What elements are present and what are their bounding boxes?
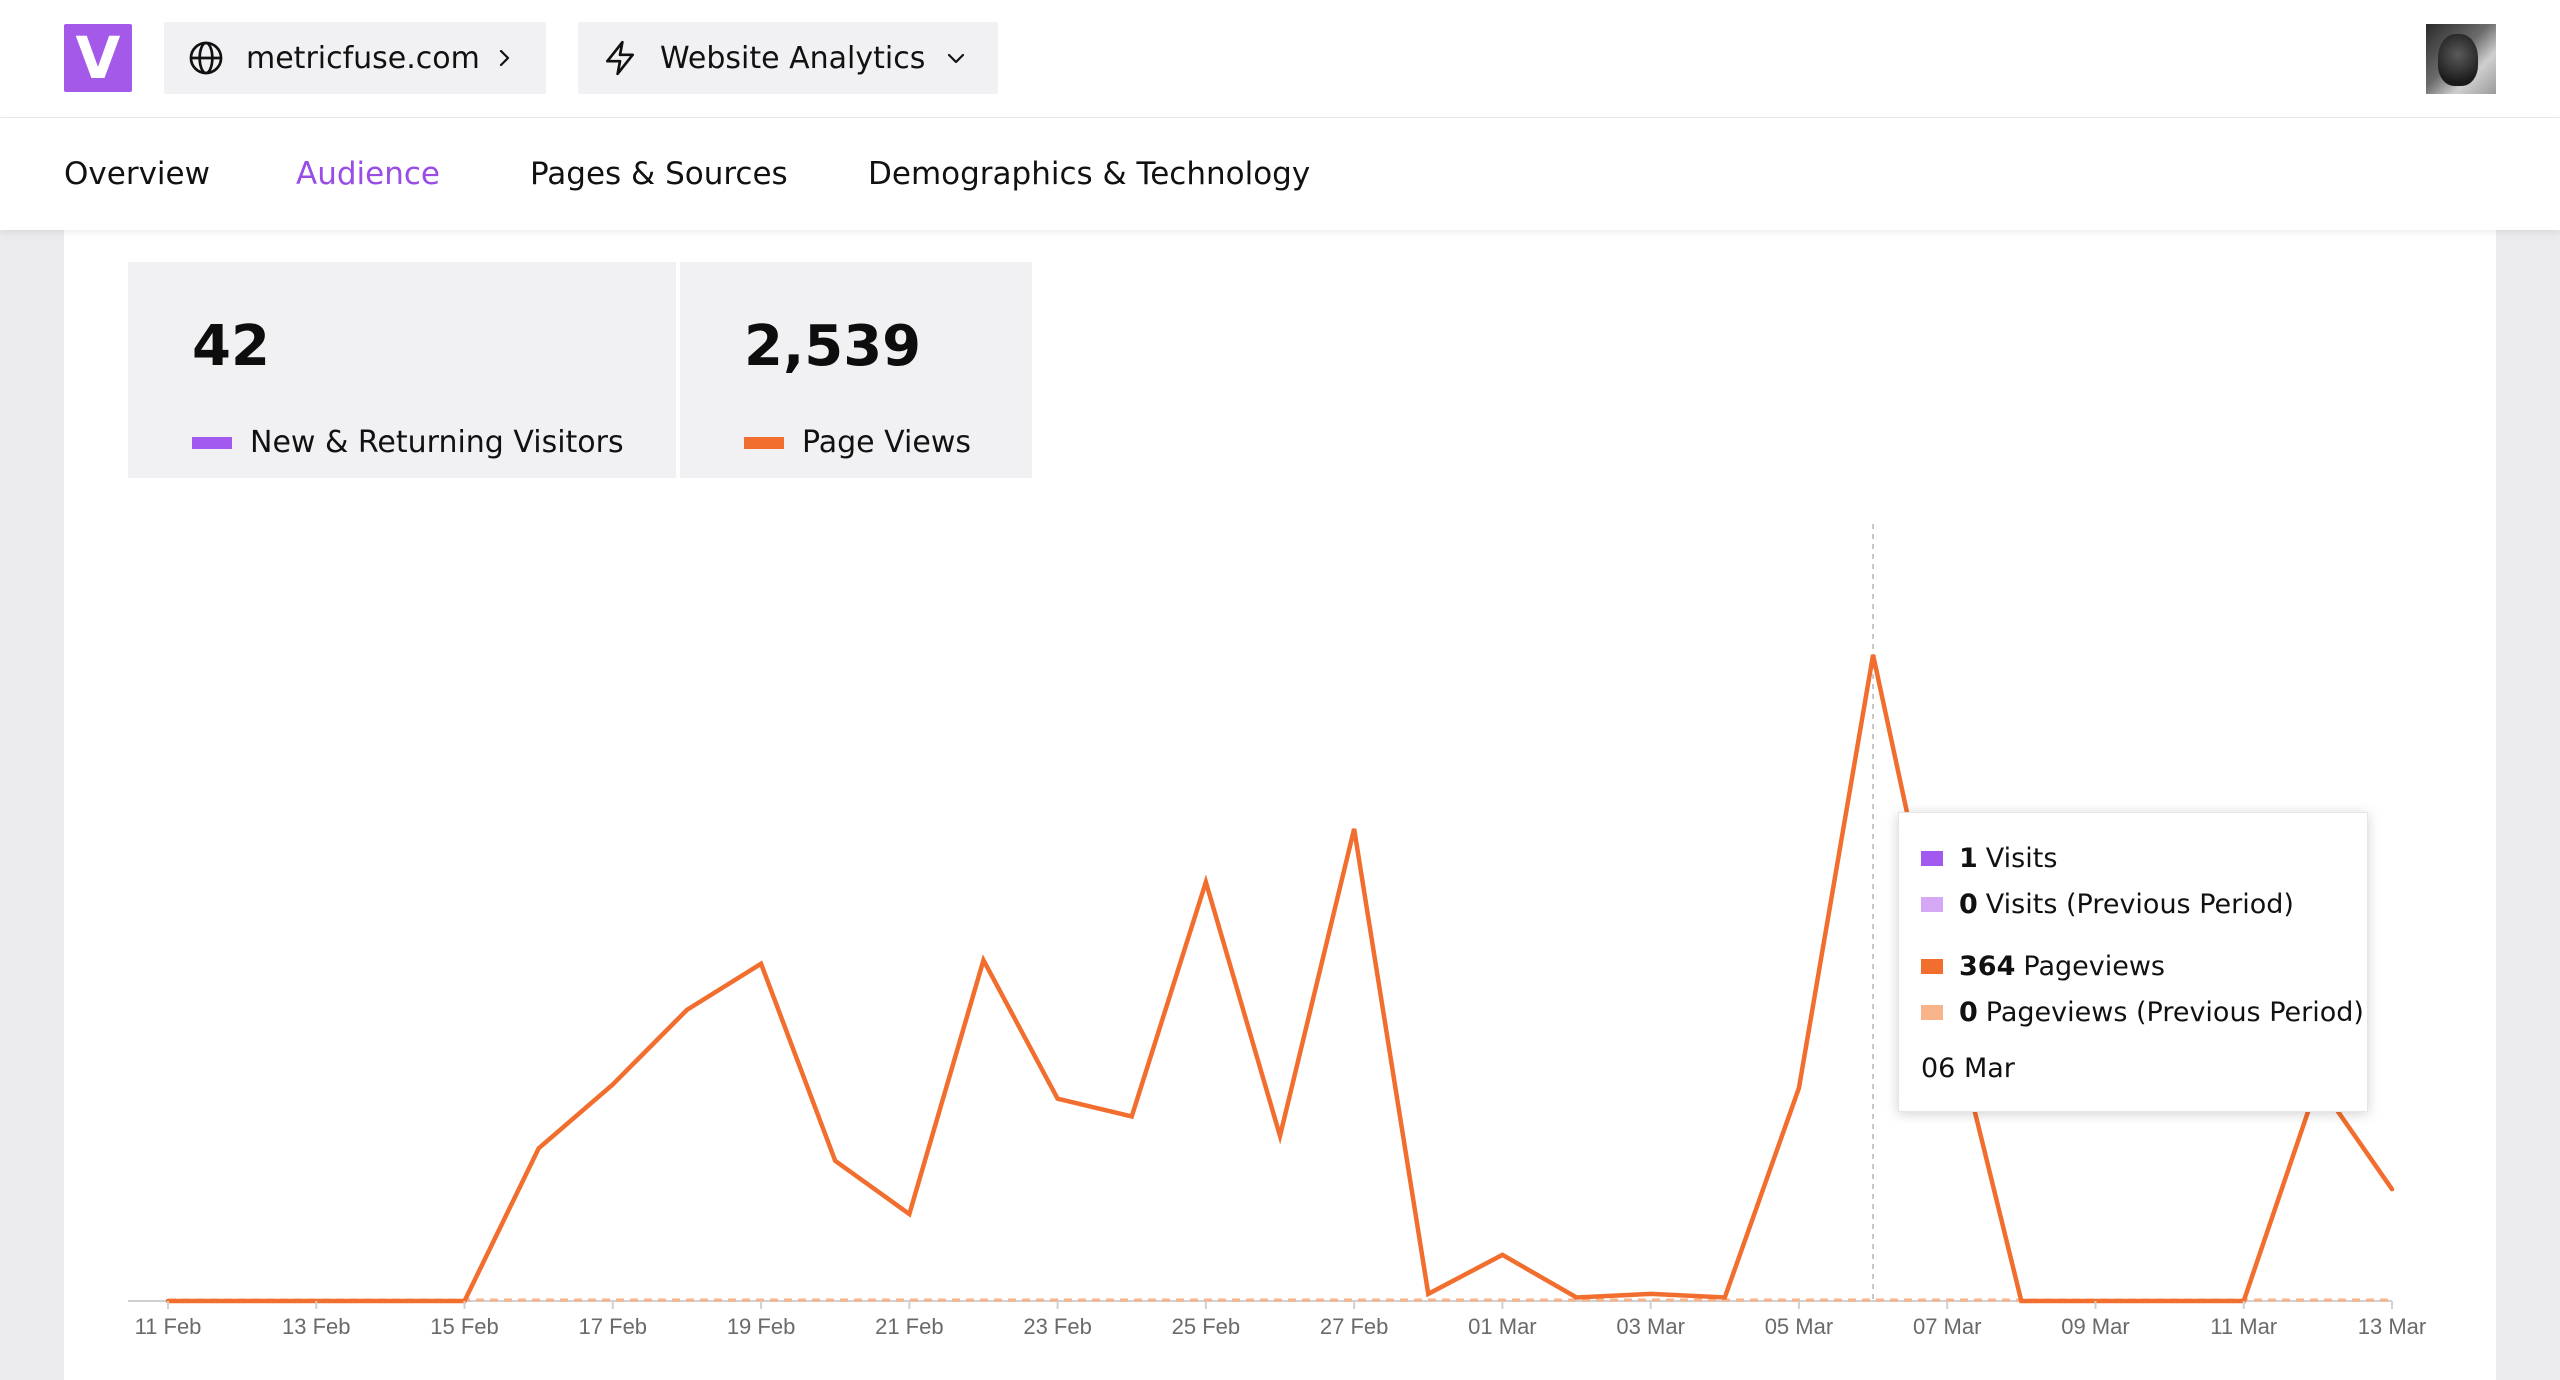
x-tick-label: 07 Mar: [1913, 1314, 1981, 1339]
x-tick-label: 21 Feb: [875, 1314, 944, 1339]
tab-audience[interactable]: Audience: [296, 156, 440, 192]
tab-overview[interactable]: Overview: [64, 156, 210, 192]
tooltip-swatch-visits: [1921, 851, 1943, 866]
pageviews-legend-swatch: [744, 436, 784, 449]
x-tick-label: 11 Feb: [135, 1314, 202, 1339]
x-tick-label: 17 Feb: [579, 1314, 648, 1339]
site-label: metricfuse.com: [246, 40, 480, 76]
audience-panel: 42 New & Returning Visitors 2,539 Page V…: [64, 230, 2496, 1380]
visitors-value: 42: [192, 314, 270, 379]
avatar-photo: [2438, 34, 2478, 86]
app-logo[interactable]: V: [64, 24, 132, 92]
globe-icon: [186, 38, 226, 78]
tooltip-row-pageviews: 364 Pageviews: [1921, 951, 2165, 982]
x-tick-label: 03 Mar: [1616, 1314, 1684, 1339]
tooltip-pageviews-label: Pageviews: [2023, 951, 2165, 982]
x-tick-label: 13 Feb: [282, 1314, 351, 1339]
visitors-legend-swatch: [192, 436, 232, 449]
x-tick-label: 13 Mar: [2358, 1314, 2426, 1339]
tooltip-swatch-visits-previous: [1921, 897, 1943, 912]
chevron-down-icon: [936, 38, 976, 78]
chevron-right-icon: [484, 38, 524, 78]
avatar[interactable]: [2426, 24, 2496, 94]
tooltip-swatch-pageviews-previous: [1921, 1005, 1943, 1020]
x-tick-label: 15 Feb: [430, 1314, 499, 1339]
tooltip-date: 06 Mar: [1921, 1053, 2015, 1084]
series-line-pageviews: [165, 654, 2395, 1304]
visitors-label: New & Returning Visitors: [250, 425, 624, 460]
tooltip-visits-label: Visits: [1985, 843, 2058, 874]
visitors-label-row: New & Returning Visitors: [192, 425, 624, 460]
x-tick-label: 23 Feb: [1023, 1314, 1092, 1339]
product-selector[interactable]: Website Analytics: [578, 22, 998, 94]
visitors-metric-card[interactable]: 42 New & Returning Visitors: [128, 262, 676, 478]
x-tick-label: 09 Mar: [2061, 1314, 2129, 1339]
tooltip-pageviews-value: 364: [1959, 951, 2016, 982]
x-tick-label: 01 Mar: [1468, 1314, 1536, 1339]
x-tick-label: 25 Feb: [1172, 1314, 1241, 1339]
tooltip-pageviews-previous-value: 0: [1959, 997, 1978, 1028]
x-tick-label: 05 Mar: [1765, 1314, 1833, 1339]
pageviews-label: Page Views: [802, 425, 971, 460]
pageviews-label-row: Page Views: [744, 425, 971, 460]
product-label: Website Analytics: [660, 40, 926, 76]
tooltip-row-visits-previous: 0 Visits (Previous Period): [1921, 889, 2294, 920]
tab-demographics-technology[interactable]: Demographics & Technology: [868, 156, 1311, 192]
x-tick-label: 27 Feb: [1320, 1314, 1389, 1339]
tooltip-row-visits: 1 Visits: [1921, 843, 2057, 874]
x-tick-label: 11 Mar: [2210, 1314, 2277, 1339]
tooltip-pageviews-previous-label: Pageviews (Previous Period): [1985, 997, 2364, 1028]
lightning-bolt-icon: [600, 38, 640, 78]
tooltip-visits-previous-label: Visits (Previous Period): [1985, 889, 2294, 920]
tooltip-visits-value: 1: [1959, 843, 1978, 874]
tooltip-row-pageviews-previous: 0 Pageviews (Previous Period): [1921, 997, 2364, 1028]
site-selector[interactable]: metricfuse.com: [164, 22, 546, 94]
x-tick-label: 19 Feb: [727, 1314, 796, 1339]
tooltip-visits-previous-value: 0: [1959, 889, 1978, 920]
tab-pages-sources[interactable]: Pages & Sources: [530, 156, 788, 192]
top-bar: V metricfuse.com Website Analytics: [0, 0, 2560, 118]
pageviews-value: 2,539: [744, 314, 922, 379]
chart-tooltip: 1 Visits 0 Visits (Previous Period) 364 …: [1898, 812, 2368, 1112]
tab-bar: Overview Audience Pages & Sources Demogr…: [0, 118, 2560, 230]
tooltip-swatch-pageviews: [1921, 959, 1943, 974]
pageviews-metric-card[interactable]: 2,539 Page Views: [680, 262, 1032, 478]
logo-letter: V: [75, 24, 121, 92]
